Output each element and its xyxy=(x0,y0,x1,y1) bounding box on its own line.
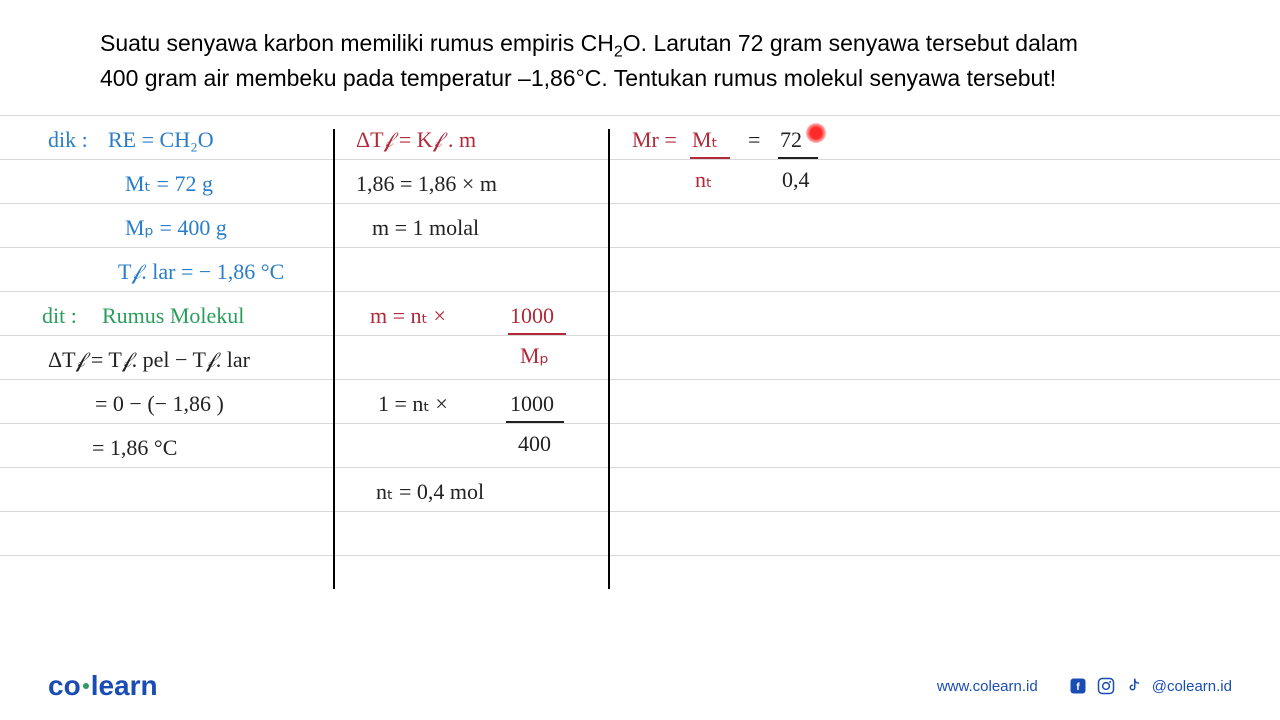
dtf-eq-2: = 0 − (− 1,86 ) xyxy=(95,391,224,417)
ruled-line xyxy=(0,511,1280,512)
website-url: www.colearn.id xyxy=(937,678,1038,695)
mr-nt: nₜ xyxy=(695,167,713,193)
brand-co: co xyxy=(48,670,81,701)
eq-400: 400 xyxy=(518,431,551,457)
problem-line1-post: O. Larutan 72 gram senyawa tersebut dala… xyxy=(623,30,1078,56)
ruled-line xyxy=(0,159,1280,160)
dit-label: dit : xyxy=(42,303,77,329)
brand-dot-icon xyxy=(83,683,89,689)
eq-m-mp: Mₚ xyxy=(520,343,549,369)
ruled-line xyxy=(0,423,1280,424)
problem-statement: Suatu senyawa karbon memiliki rumus empi… xyxy=(0,0,1280,104)
eq-1000: 1000 xyxy=(510,391,554,417)
eq-nt-04: nₜ = 0,4 mol xyxy=(376,479,484,505)
eq-m-nt: m = nₜ × xyxy=(370,303,446,329)
footer-bar: colearn www.colearn.id f @colearn.id xyxy=(0,670,1280,702)
eq-dtf-kf-m: ΔT𝒻 = K𝒻 . m xyxy=(356,127,476,153)
instagram-icon xyxy=(1096,676,1116,696)
asked: Rumus Molekul xyxy=(102,303,244,329)
ruled-line xyxy=(0,335,1280,336)
fraction-line xyxy=(690,157,730,159)
fraction-line xyxy=(506,421,564,423)
column-divider-1 xyxy=(333,129,335,589)
problem-line1-sub: 2 xyxy=(614,43,623,61)
eq-1-nt: 1 = nₜ × xyxy=(378,391,448,417)
ruled-line xyxy=(0,555,1280,556)
given-mt: Mₜ = 72 g xyxy=(125,171,213,197)
mr-mt: Mₜ xyxy=(692,127,718,153)
brand-learn: learn xyxy=(91,670,158,701)
eq-m-1000: 1000 xyxy=(510,303,554,329)
dtf-eq-3: = 1,86 °C xyxy=(92,435,177,461)
problem-line1-pre: Suatu senyawa karbon memiliki rumus empi… xyxy=(100,30,614,56)
column-divider-2 xyxy=(608,129,610,589)
facebook-icon: f xyxy=(1068,676,1088,696)
pointer-dot xyxy=(806,123,826,143)
ruled-line xyxy=(0,203,1280,204)
worksheet-area: dik : RE = CH₂O Mₜ = 72 g Mₚ = 400 g T𝒻.… xyxy=(0,115,1280,605)
mr-72: 72 xyxy=(780,127,802,153)
ruled-line xyxy=(0,467,1280,468)
eq-m-1-molal: m = 1 molal xyxy=(372,215,479,241)
social-group: f @colearn.id xyxy=(1068,676,1232,696)
social-handle: @colearn.id xyxy=(1152,678,1232,695)
fraction-line xyxy=(778,157,818,159)
ruled-line xyxy=(0,291,1280,292)
given-mp: Mₚ = 400 g xyxy=(125,215,227,241)
ruled-line xyxy=(0,115,1280,116)
svg-text:f: f xyxy=(1076,681,1080,693)
tiktok-icon xyxy=(1124,676,1144,696)
dtf-eq-1: ΔT𝒻 = T𝒻. pel − T𝒻. lar xyxy=(48,347,250,373)
ruled-line xyxy=(0,379,1280,380)
mr-eq: = xyxy=(748,127,760,153)
ruled-line xyxy=(0,247,1280,248)
fraction-line xyxy=(508,333,566,335)
given-re: RE = CH₂O xyxy=(108,127,214,153)
dik-label: dik : xyxy=(48,127,88,153)
mr-label: Mr = xyxy=(632,127,677,153)
brand-logo: colearn xyxy=(48,670,158,702)
footer-right: www.colearn.id f @colearn.id xyxy=(937,676,1232,696)
given-tf: T𝒻. lar = − 1,86 °C xyxy=(118,259,284,285)
mr-04: 0,4 xyxy=(782,167,810,193)
eq-186: 1,86 = 1,86 × m xyxy=(356,171,497,197)
problem-line2: 400 gram air membeku pada temperatur –1,… xyxy=(100,65,1056,91)
